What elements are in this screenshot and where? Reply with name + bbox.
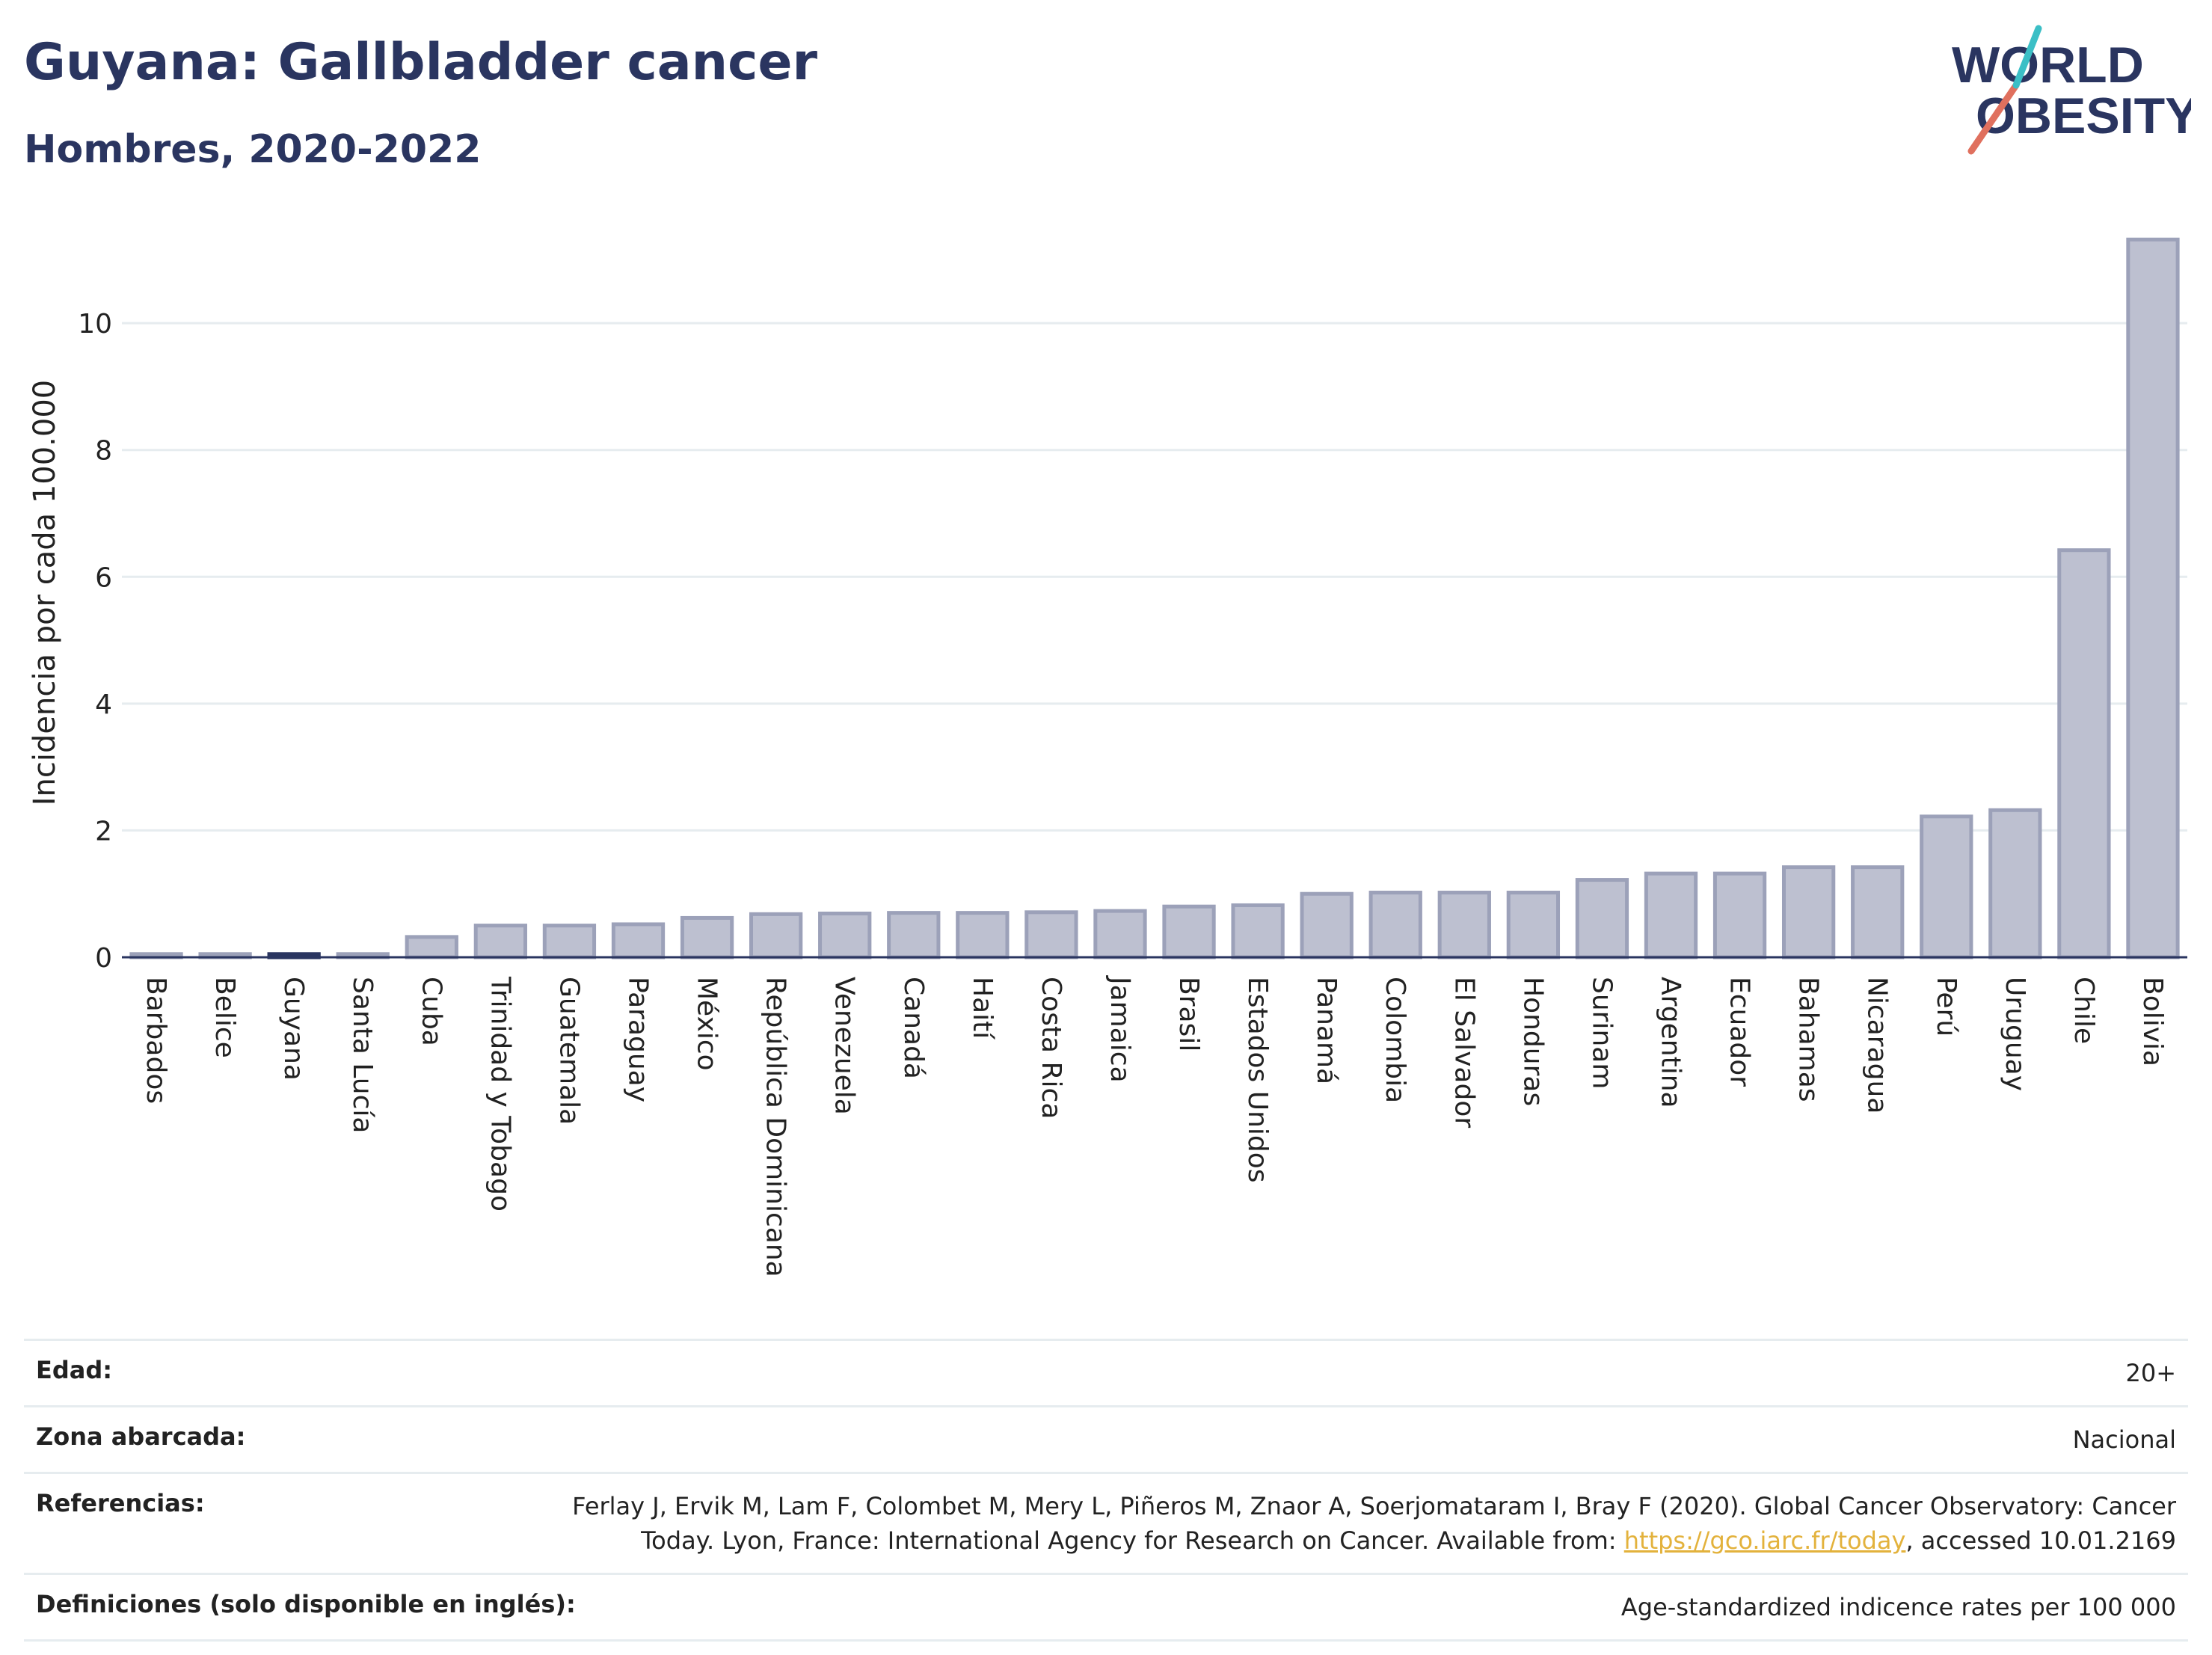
x-tick-label: El Salvador [1448,977,1479,1128]
x-tick-label: Barbados [141,977,171,1104]
bar-12 [956,911,1010,959]
reference-text: Ferlay J, Ervik M, Lam F, Colombet M, Me… [572,1492,2176,1555]
info-row-age: Edad: 20+ [24,1339,2188,1405]
x-tick-label: Guyana [278,977,309,1081]
x-tick-label: México [692,977,722,1071]
info-value-definitions: Age-standardized indicence rates per 100… [1620,1593,2176,1621]
bar-22 [1644,871,1698,959]
bar-13 [1024,910,1078,959]
y-axis-label: Incidencia por cada 100.000 [28,380,62,806]
bar-29 [2126,237,2180,959]
x-tick-label: Chile [2068,977,2099,1044]
reference-accessed: , accessed 10.01.2169 [1905,1526,2176,1555]
x-tick-label: Haití [967,977,998,1040]
bar-17 [1300,891,1354,959]
info-label-references: Referencias: [36,1489,205,1517]
info-table: Edad: 20+ Zona abarcada: Nacional Refere… [24,1339,2188,1642]
reference-link[interactable]: https://gco.iarc.fr/today [1623,1526,1906,1555]
x-tick-label: Costa Rica [1036,977,1066,1119]
x-tick-label: República Dominicana [761,977,791,1277]
bar-20 [1506,891,1561,959]
bar-26 [1920,814,1973,959]
bar-19 [1437,891,1491,959]
y-tick-label: 4 [95,690,112,720]
bar-23 [1712,871,1767,959]
x-tick-label: Honduras [1517,977,1548,1106]
info-label-definitions: Definiciones (solo disponible en inglés)… [36,1590,576,1618]
info-value-references: Ferlay J, Ervik M, Lam F, Colombet M, Me… [568,1489,2176,1558]
info-row-zone: Zona abarcada: Nacional [24,1405,2188,1472]
y-tick-label: 10 [78,309,112,340]
x-tick-label: Perú [1931,977,1961,1037]
bar-27 [1988,808,2042,959]
logo-slash-coral [1967,82,2020,155]
x-tick-label: Guatemala [553,977,584,1125]
bar-10 [818,912,872,959]
bar-chart: 0 2 4 6 8 10 Incidencia por cada 100.000 Barbad… [28,237,2187,1277]
bar-16 [1231,903,1285,959]
bar-9 [749,912,803,959]
bar-5 [473,924,528,959]
y-tick-label: 2 [95,816,112,847]
x-tick-label: Argentina [1656,977,1686,1108]
x-tick-label: Santa Lucía [347,977,378,1133]
bar-25 [1851,865,1905,959]
logo-line2: OBESITY [1976,87,2191,144]
bar-8 [680,915,734,959]
info-label-age: Edad: [36,1356,113,1384]
info-row-references: Referencias: Ferlay J, Ervik M, Lam F, C… [24,1472,2188,1573]
bar-7 [611,922,666,959]
x-tick-label: Trinidad y Tobago [485,976,515,1212]
x-tick-label: Ecuador [1724,977,1755,1087]
x-tick-label: Bahamas [1793,977,1824,1102]
info-value-age: 20+ [2125,1359,2176,1387]
x-tick-label: Bolivia [2137,977,2168,1066]
x-tick-label: Estados Unidos [1242,977,1273,1183]
page-title: Guyana: Gallbladder cancer [24,33,818,92]
bar-18 [1368,891,1422,959]
bar-4 [405,935,458,959]
x-tick-label: Surinam [1586,977,1617,1089]
bar-21 [1575,878,1629,959]
x-tick-label: Canadá [898,977,929,1079]
bar-14 [1093,909,1147,959]
world-obesity-logo: WORLD OBESITY [1952,22,2199,157]
logo-line1: WORLD [1952,37,2144,93]
x-tick-label: Belice [209,977,240,1058]
logo-slash-teal [2012,25,2042,89]
info-row-definitions: Definiciones (solo disponible en inglés)… [24,1573,2188,1642]
x-tick-label: Jamaica [1105,975,1135,1083]
bar-15 [1162,904,1216,959]
bar-6 [542,924,597,959]
y-tick-label: 8 [95,436,112,467]
x-tick-label: Panamá [1311,977,1342,1084]
bar-11 [887,911,941,959]
y-tick-label: 0 [95,943,112,974]
x-tick-label: Brasil [1173,977,1204,1051]
page-subtitle: Hombres, 2020-2022 [24,127,482,172]
info-value-zone: Nacional [2072,1425,2176,1454]
bar-28 [2057,548,2111,959]
x-tick-label: Venezuela [829,977,860,1115]
x-tick-label: Nicaragua [1862,977,1893,1114]
x-tick-label: Uruguay [2000,977,2030,1091]
x-tick-label: Paraguay [623,977,654,1102]
y-tick-label: 6 [95,562,112,593]
info-label-zone: Zona abarcada: [36,1422,246,1451]
bar-24 [1781,865,1836,959]
x-tick-label: Colombia [1380,977,1410,1103]
x-tick-label: Cuba [416,977,446,1046]
